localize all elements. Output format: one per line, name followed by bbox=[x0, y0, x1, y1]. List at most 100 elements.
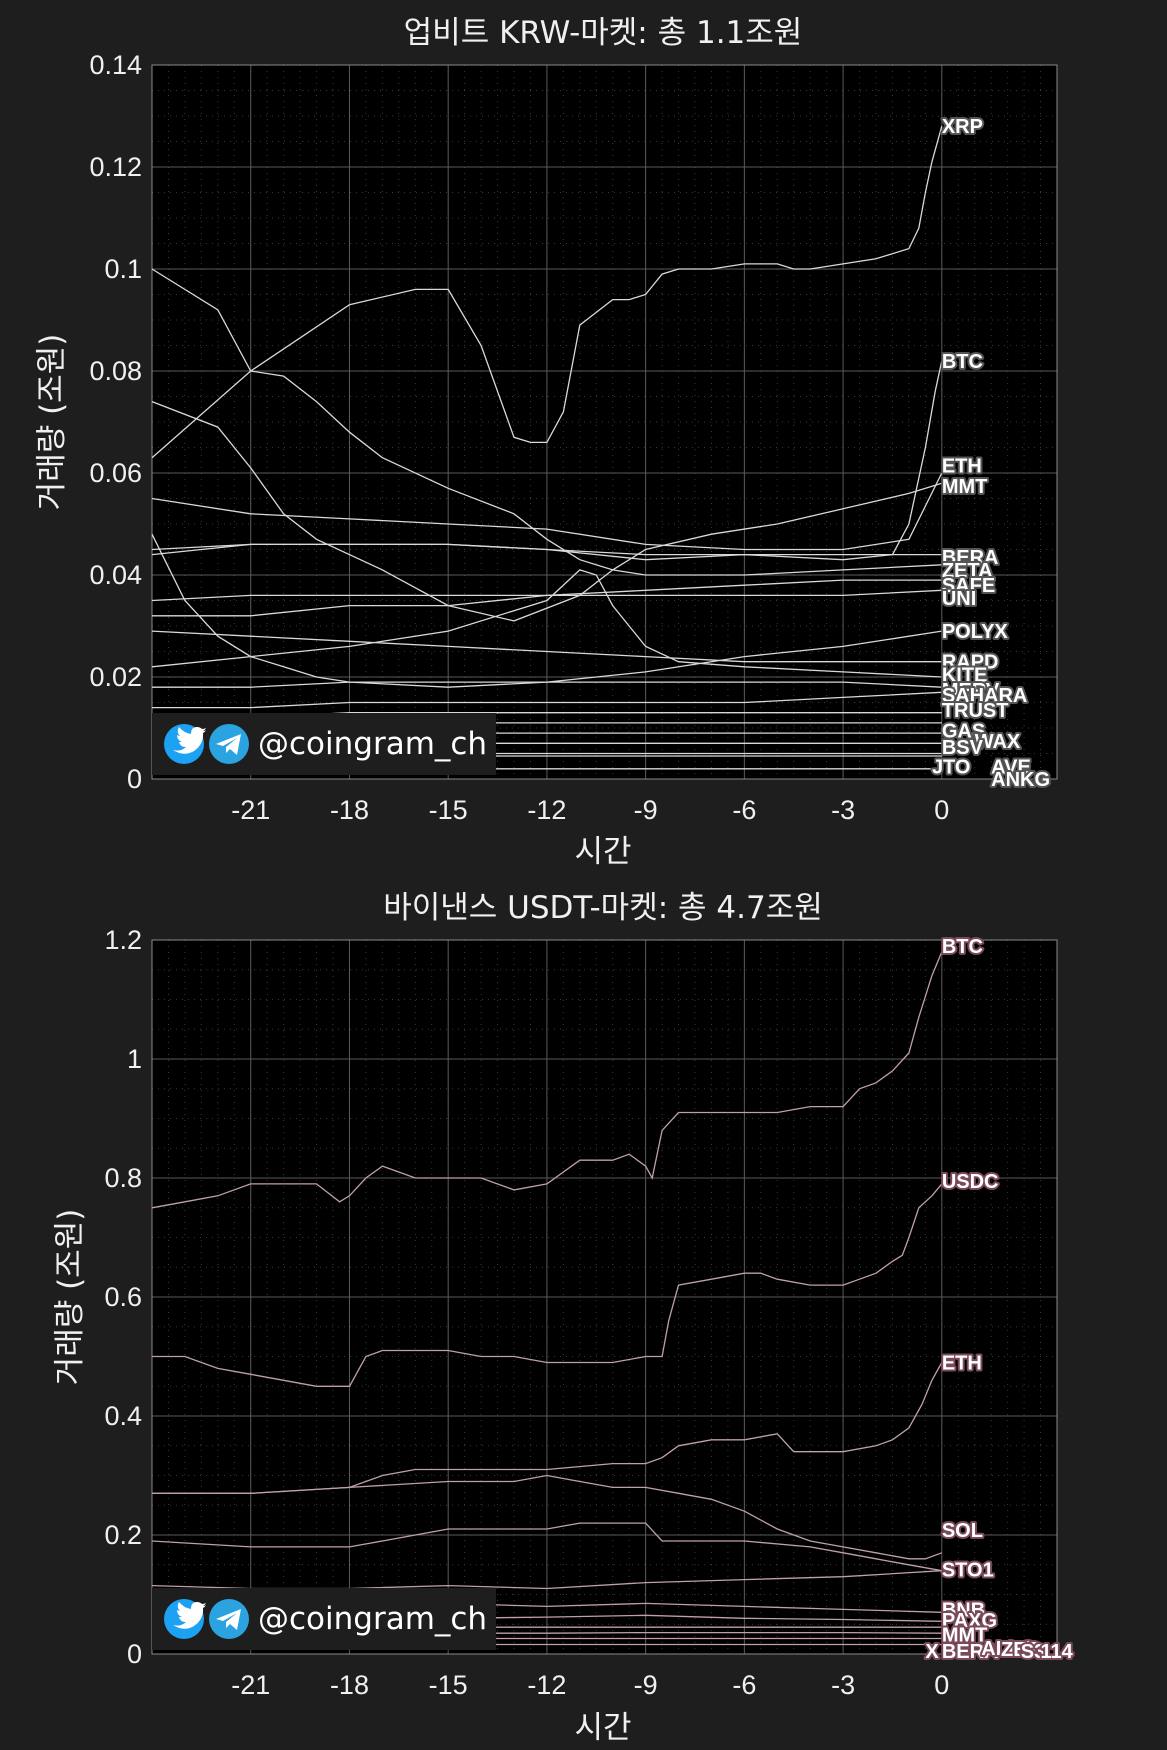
upbit-series-label-polyx: POLYX bbox=[942, 621, 1009, 643]
upbit-x-axis-label: 시간 bbox=[574, 834, 631, 870]
upbit-y-tick-label: 0.04 bbox=[89, 560, 142, 590]
upbit-y-tick-label: 0.02 bbox=[89, 662, 142, 692]
upbit-series-label-btc: BTC bbox=[942, 351, 983, 373]
upbit-series-label-xrp: XRP bbox=[942, 116, 983, 138]
binance-series-label-allo: ALLO bbox=[981, 1638, 1035, 1660]
binance-x-tick-label: -9 bbox=[634, 1670, 658, 1700]
upbit-y-tick-label: 0 bbox=[127, 764, 142, 794]
binance-series-label-114: 114 bbox=[1041, 1641, 1074, 1663]
binance-x-tick-label: -12 bbox=[527, 1670, 566, 1700]
binance-series-label-sto1: STO1 bbox=[942, 1560, 994, 1582]
binance-chart-title: 바이낸스 USDT-마켓: 총 4.7조원 bbox=[383, 890, 823, 926]
upbit-series-line-kite bbox=[151, 569, 942, 678]
upbit-series-label-mmt: MMT bbox=[942, 476, 988, 498]
upbit-series-line-eth bbox=[151, 472, 943, 551]
upbit-y-tick-label: 0.06 bbox=[89, 458, 142, 488]
upbit-series-label-sahara: SAHARA bbox=[942, 685, 1028, 707]
telegram-plane-icon bbox=[209, 724, 249, 764]
watermark-handle: @coingram_ch bbox=[258, 726, 487, 762]
watermark-handle: @coingram_ch bbox=[258, 1601, 487, 1637]
upbit-axes-frame bbox=[151, 64, 1058, 780]
binance-series-label-bnb: BNB bbox=[942, 1599, 985, 1621]
binance-series-label-btc: BTC bbox=[942, 936, 983, 958]
upbit-series-line-merv bbox=[152, 681, 942, 688]
binance-y-tick-label: 0.2 bbox=[104, 1520, 142, 1550]
upbit-series-label-bsv: BSV bbox=[942, 737, 984, 759]
upbit-x-tick-label: -15 bbox=[429, 795, 468, 825]
binance-x-tick-label: -21 bbox=[231, 1670, 270, 1700]
twitter-bird-icon bbox=[164, 724, 206, 764]
binance-x-axis-label: 시간 bbox=[574, 1710, 631, 1746]
upbit-y-tick-label: 0.08 bbox=[89, 356, 142, 386]
upbit-series-label-merv: MERV bbox=[942, 680, 1000, 702]
upbit-y-tick-label: 0.12 bbox=[89, 152, 142, 182]
upbit-series-line-mmt bbox=[151, 400, 942, 622]
upbit-series-label-jto: JTO bbox=[932, 756, 971, 778]
binance-series-label-usdc: USDC bbox=[942, 1171, 999, 1193]
binance-y-tick-label: 0 bbox=[127, 1639, 142, 1669]
binance-y-tick-label: 0.8 bbox=[104, 1163, 142, 1193]
binance-series-label-sol: SOL bbox=[942, 1520, 983, 1542]
upbit-series-label-rapd: RAPD bbox=[942, 652, 999, 674]
binance-y-tick-label: 0.4 bbox=[104, 1401, 142, 1431]
upbit-series-label-uni: UNI bbox=[942, 588, 976, 610]
binance-series-label-paxg: PAXG bbox=[942, 1610, 997, 1632]
upbit-series-label-eth: ETH bbox=[942, 455, 982, 477]
binance-series-line-btc bbox=[151, 951, 943, 1209]
upbit-plot-area: -21 -18 -15 -12 -9 -6 -3 0 0 0.02 0.04 0.06 0.08 0.1 0… bbox=[89, 50, 1058, 825]
binance-chart: 바이낸스 USDT-마켓: 총 4.7조원 시간 거래량 (조원) -21 -18… bbox=[52, 890, 1076, 1746]
binance-series-label-eth: ETH bbox=[942, 1352, 982, 1374]
upbit-series-label-wax: WAX bbox=[975, 731, 1021, 753]
binance-series-line-sol bbox=[152, 1474, 943, 1560]
upbit-series-label-zeta: ZETA bbox=[942, 560, 993, 582]
binance-series-label-x: X bbox=[925, 1641, 939, 1663]
upbit-series-label-gas: GAS bbox=[942, 721, 985, 743]
binance-y-tick-label: 1.2 bbox=[104, 925, 142, 955]
upbit-x-tick-label: 0 bbox=[934, 795, 949, 825]
upbit-series-label-bera: BERA bbox=[942, 547, 999, 569]
upbit-chart: 업비트 KRW-마켓: 총 1.1조원 시간 거래량 (조원) -21 -18 -1… bbox=[34, 15, 1058, 870]
upbit-series-label-trust: TRUST bbox=[942, 700, 1009, 722]
upbit-y-tick-label: 0.1 bbox=[104, 254, 142, 284]
binance-series-line-usdc bbox=[152, 1183, 943, 1387]
binance-y-axis-label: 거래량 (조원) bbox=[52, 1209, 88, 1386]
upbit-x-tick-label: -3 bbox=[831, 795, 855, 825]
binance-x-tick-label: -15 bbox=[429, 1670, 468, 1700]
binance-x-tick-label: 0 bbox=[934, 1670, 949, 1700]
binance-axes-frame bbox=[151, 939, 1058, 1655]
binance-x-tick-label: -6 bbox=[732, 1670, 756, 1700]
binance-y-tick-label: 1 bbox=[127, 1044, 142, 1074]
upbit-y-axis-label: 거래량 (조원) bbox=[34, 334, 70, 511]
upbit-series-label-kite: KITE bbox=[942, 664, 988, 686]
binance-x-tick-label: -18 bbox=[330, 1670, 369, 1700]
upbit-x-tick-label: -21 bbox=[231, 795, 270, 825]
binance-series-label-bera: BERA bbox=[942, 1641, 999, 1663]
upbit-series-label-safe: SAFE bbox=[942, 575, 995, 597]
upbit-series-line-sahara bbox=[152, 691, 942, 709]
binance-series-label-mmt: MMT bbox=[942, 1624, 988, 1646]
binance-x-tick-label: -3 bbox=[831, 1670, 855, 1700]
upbit-chart-title: 업비트 KRW-마켓: 총 1.1조원 bbox=[404, 15, 803, 51]
telegram-plane-icon bbox=[209, 1599, 249, 1639]
binance-series-label-zec: ZEC bbox=[1001, 1639, 1041, 1661]
upbit-x-tick-label: -18 bbox=[330, 795, 369, 825]
binance-series-line-eth bbox=[152, 1362, 943, 1494]
upbit-series-line-bera bbox=[151, 543, 942, 556]
binance-series-label-s3: S3 bbox=[1021, 1641, 1045, 1663]
binance-plot-area: -21 -18 -15 -12 -9 -6 -3 0 0 0.2 0.4 0.6 0.8 1 1.2 BTC U… bbox=[104, 925, 1075, 1700]
upbit-series-label-ave: AVE bbox=[991, 756, 1031, 778]
upbit-series-line-rapd bbox=[151, 630, 942, 663]
upbit-series-label-ankg: ANKG bbox=[991, 769, 1050, 791]
binance-y-tick-label: 0.6 bbox=[104, 1282, 142, 1312]
upbit-y-tick-label: 0.14 bbox=[89, 50, 142, 80]
upbit-series-line-xrp bbox=[151, 126, 943, 459]
upbit-series-line-uni bbox=[151, 589, 942, 602]
upbit-axes-background bbox=[152, 65, 1057, 779]
twitter-bird-icon bbox=[164, 1599, 206, 1639]
binance-watermark: @coingram_ch bbox=[152, 1588, 496, 1650]
upbit-series-line-zeta bbox=[151, 268, 942, 576]
upbit-x-tick-label: -6 bbox=[732, 795, 756, 825]
binance-series-line-sto bbox=[151, 1522, 942, 1572]
upbit-watermark: @coingram_ch bbox=[152, 713, 496, 775]
